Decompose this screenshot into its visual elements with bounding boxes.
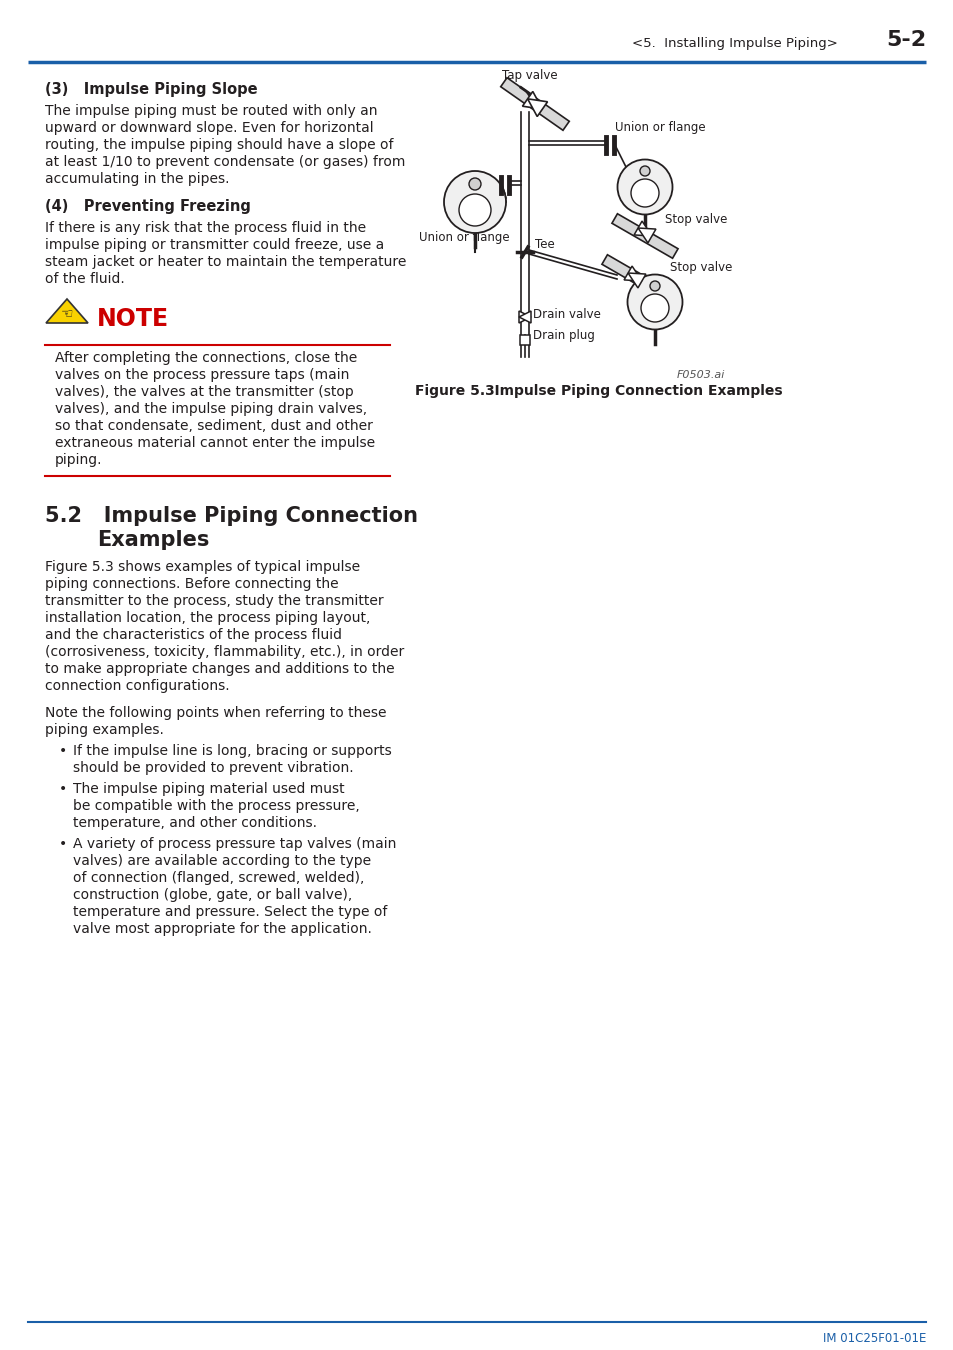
Text: extraneous material cannot enter the impulse: extraneous material cannot enter the imp… bbox=[55, 436, 375, 450]
Text: routing, the impulse piping should have a slope of: routing, the impulse piping should have … bbox=[45, 138, 393, 153]
Ellipse shape bbox=[617, 159, 672, 215]
Ellipse shape bbox=[443, 171, 505, 234]
Text: valves on the process pressure taps (main: valves on the process pressure taps (mai… bbox=[55, 369, 349, 382]
Text: Note the following points when referring to these: Note the following points when referring… bbox=[45, 706, 386, 720]
Text: The impulse piping material used must: The impulse piping material used must bbox=[73, 782, 344, 796]
Ellipse shape bbox=[640, 294, 668, 323]
Text: The impulse piping must be routed with only an: The impulse piping must be routed with o… bbox=[45, 104, 377, 117]
Polygon shape bbox=[46, 298, 88, 323]
Text: piping examples.: piping examples. bbox=[45, 724, 164, 737]
Text: impulse piping or transmitter could freeze, use a: impulse piping or transmitter could free… bbox=[45, 238, 384, 252]
Text: 5.2   Impulse Piping Connection: 5.2 Impulse Piping Connection bbox=[45, 506, 417, 526]
Text: valve most appropriate for the application.: valve most appropriate for the applicati… bbox=[73, 922, 372, 936]
Text: NOTE: NOTE bbox=[97, 306, 169, 331]
Text: <5.  Installing Impulse Piping>: <5. Installing Impulse Piping> bbox=[631, 36, 837, 50]
Polygon shape bbox=[527, 99, 547, 116]
Text: A variety of process pressure tap valves (main: A variety of process pressure tap valves… bbox=[73, 837, 395, 850]
Text: (3)   Impulse Piping Slope: (3) Impulse Piping Slope bbox=[45, 82, 257, 97]
Polygon shape bbox=[500, 78, 569, 131]
Text: (4)   Preventing Freezing: (4) Preventing Freezing bbox=[45, 198, 251, 215]
Text: temperature and pressure. Select the type of: temperature and pressure. Select the typ… bbox=[73, 904, 387, 919]
Text: temperature, and other conditions.: temperature, and other conditions. bbox=[73, 815, 316, 830]
Text: After completing the connections, close the: After completing the connections, close … bbox=[55, 351, 356, 364]
Text: Impulse Piping Connection Examples: Impulse Piping Connection Examples bbox=[475, 383, 781, 398]
Polygon shape bbox=[518, 310, 531, 323]
Text: installation location, the process piping layout,: installation location, the process pipin… bbox=[45, 612, 370, 625]
Text: should be provided to prevent vibration.: should be provided to prevent vibration. bbox=[73, 761, 354, 775]
Text: •: • bbox=[59, 837, 67, 850]
Text: and the characteristics of the process fluid: and the characteristics of the process f… bbox=[45, 628, 341, 643]
Text: connection configurations.: connection configurations. bbox=[45, 679, 230, 693]
Ellipse shape bbox=[630, 180, 659, 207]
Text: If there is any risk that the process fluid in the: If there is any risk that the process fl… bbox=[45, 221, 366, 235]
Text: valves), and the impulse piping drain valves,: valves), and the impulse piping drain va… bbox=[55, 402, 367, 416]
Text: Stop valve: Stop valve bbox=[664, 213, 726, 227]
Text: Drain valve: Drain valve bbox=[533, 308, 600, 320]
Text: (corrosiveness, toxicity, flammability, etc.), in order: (corrosiveness, toxicity, flammability, … bbox=[45, 645, 404, 659]
Text: If the impulse line is long, bracing or supports: If the impulse line is long, bracing or … bbox=[73, 744, 392, 757]
Text: steam jacket or heater to maintain the temperature: steam jacket or heater to maintain the t… bbox=[45, 255, 406, 269]
Text: 5-2: 5-2 bbox=[885, 30, 925, 50]
Text: construction (globe, gate, or ball valve),: construction (globe, gate, or ball valve… bbox=[73, 888, 352, 902]
Text: upward or downward slope. Even for horizontal: upward or downward slope. Even for horiz… bbox=[45, 122, 374, 135]
Ellipse shape bbox=[649, 281, 659, 292]
Text: Drain plug: Drain plug bbox=[533, 329, 595, 343]
Text: to make appropriate changes and additions to the: to make appropriate changes and addition… bbox=[45, 662, 395, 676]
Text: valves), the valves at the transmitter (stop: valves), the valves at the transmitter (… bbox=[55, 385, 354, 400]
Ellipse shape bbox=[627, 274, 681, 329]
Text: be compatible with the process pressure,: be compatible with the process pressure, bbox=[73, 799, 359, 813]
Ellipse shape bbox=[469, 178, 480, 190]
Polygon shape bbox=[638, 228, 656, 243]
Text: Figure 5.3: Figure 5.3 bbox=[415, 383, 495, 398]
Text: ☜: ☜ bbox=[61, 306, 73, 320]
Text: piping.: piping. bbox=[55, 454, 102, 467]
Text: •: • bbox=[59, 744, 67, 757]
Text: F0503.ai: F0503.ai bbox=[676, 370, 724, 379]
Polygon shape bbox=[611, 213, 678, 258]
Text: Union or flange: Union or flange bbox=[418, 231, 509, 244]
Text: piping connections. Before connecting the: piping connections. Before connecting th… bbox=[45, 576, 338, 591]
Text: of the fluid.: of the fluid. bbox=[45, 271, 125, 286]
Ellipse shape bbox=[458, 194, 491, 225]
Text: Tap valve: Tap valve bbox=[501, 69, 558, 82]
Text: transmitter to the process, study the transmitter: transmitter to the process, study the tr… bbox=[45, 594, 383, 608]
Text: Tee: Tee bbox=[535, 238, 554, 251]
Text: Stop valve: Stop valve bbox=[669, 261, 732, 274]
Polygon shape bbox=[627, 273, 645, 288]
Text: Figure 5.3 shows examples of typical impulse: Figure 5.3 shows examples of typical imp… bbox=[45, 560, 359, 574]
Text: valves) are available according to the type: valves) are available according to the t… bbox=[73, 855, 371, 868]
Ellipse shape bbox=[639, 166, 649, 176]
Polygon shape bbox=[601, 255, 667, 300]
Polygon shape bbox=[634, 221, 651, 236]
Text: of connection (flanged, screwed, welded),: of connection (flanged, screwed, welded)… bbox=[73, 871, 364, 886]
Text: IM 01C25F01-01E: IM 01C25F01-01E bbox=[821, 1332, 925, 1345]
Polygon shape bbox=[522, 92, 542, 109]
Polygon shape bbox=[519, 335, 530, 346]
Text: Examples: Examples bbox=[97, 531, 209, 549]
Text: •: • bbox=[59, 782, 67, 796]
Text: at least 1/10 to prevent condensate (or gases) from: at least 1/10 to prevent condensate (or … bbox=[45, 155, 405, 169]
Polygon shape bbox=[623, 266, 641, 281]
Text: so that condensate, sediment, dust and other: so that condensate, sediment, dust and o… bbox=[55, 418, 373, 433]
Text: Union or flange: Union or flange bbox=[615, 122, 705, 135]
Polygon shape bbox=[518, 310, 531, 323]
Text: accumulating in the pipes.: accumulating in the pipes. bbox=[45, 171, 230, 186]
